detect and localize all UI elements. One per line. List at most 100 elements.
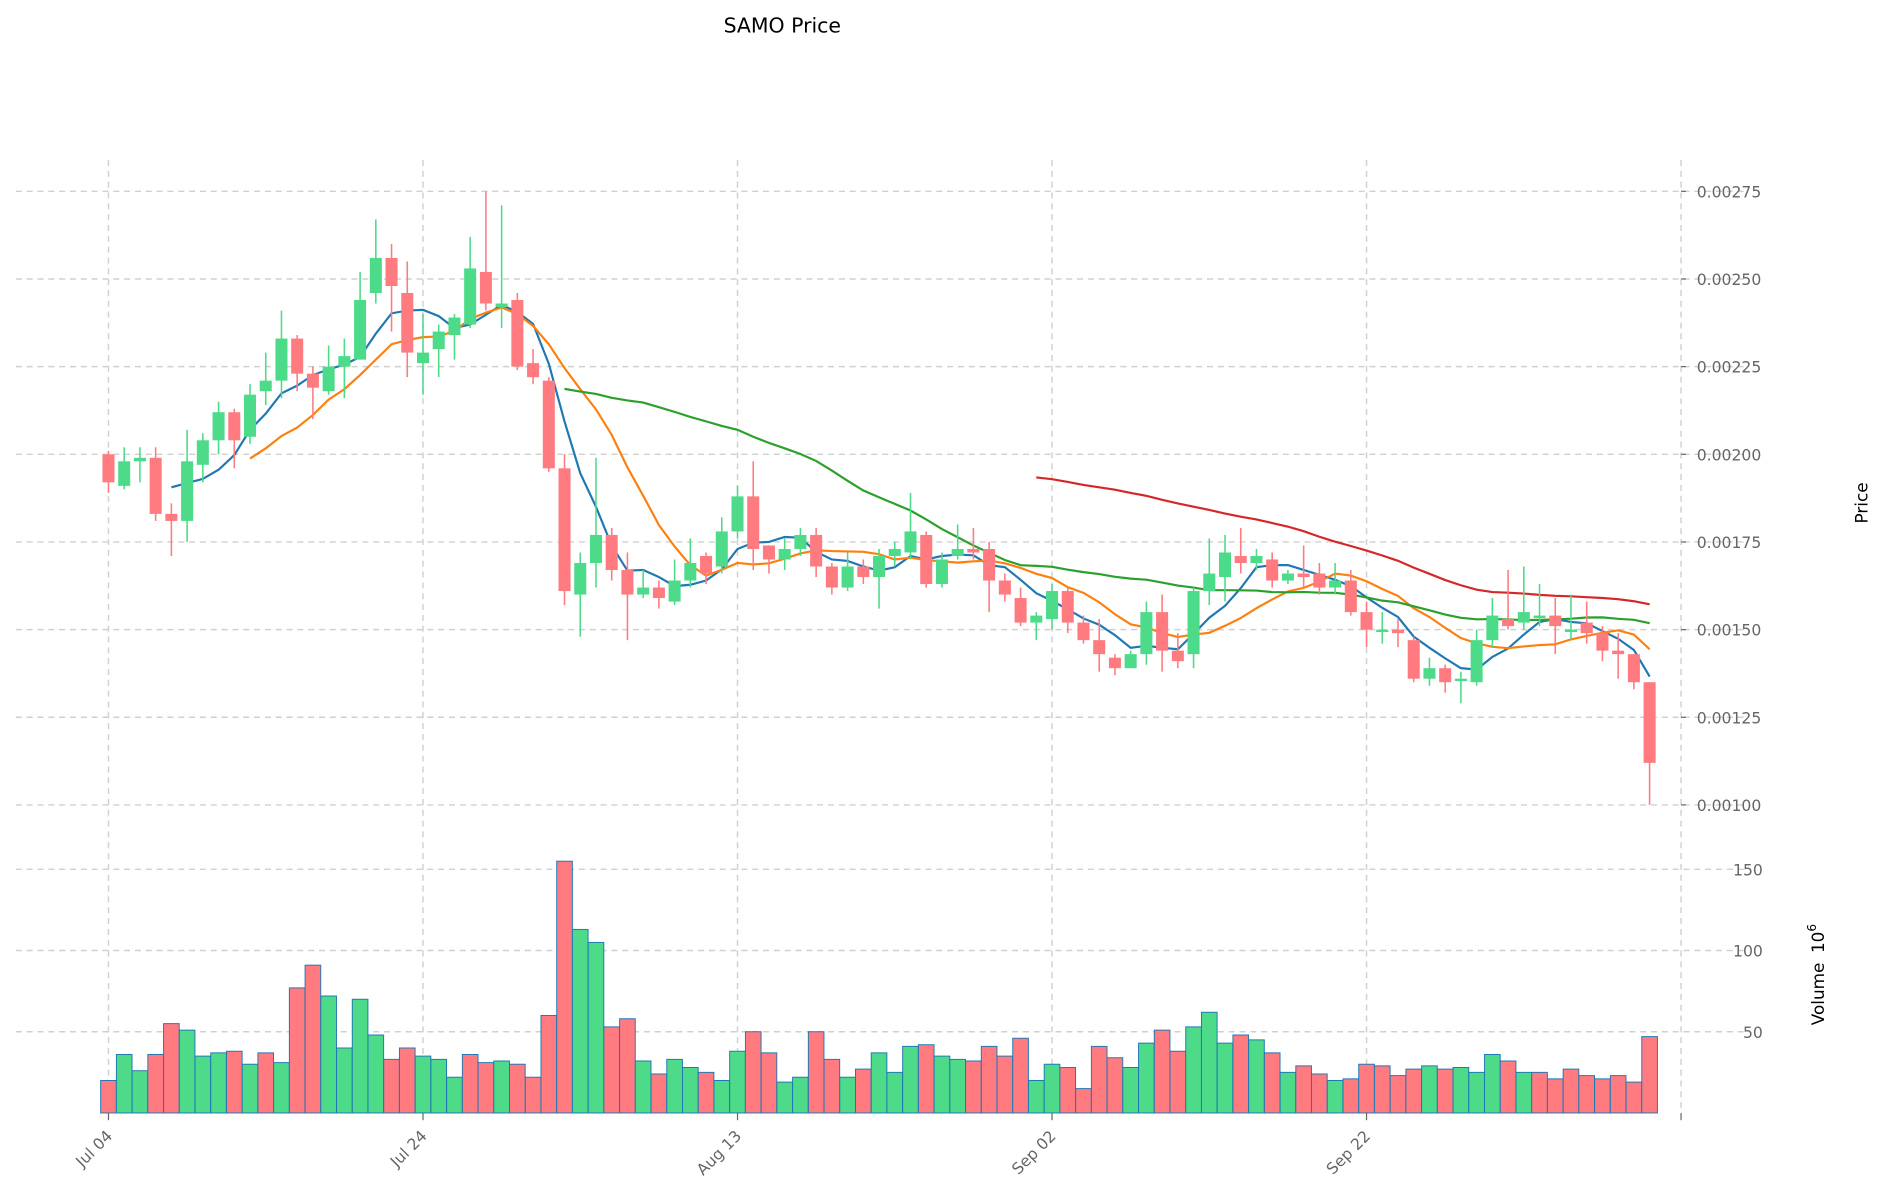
volume-bar (1562, 1068, 1580, 1114)
candle-up (873, 548, 886, 609)
volume-bar (1028, 1079, 1045, 1114)
volume-bar (1436, 1068, 1454, 1114)
candle-body (1517, 612, 1530, 623)
volume-bar (980, 1045, 998, 1114)
candle-up (715, 517, 728, 574)
candle-body (558, 468, 571, 592)
volume-bar (320, 995, 337, 1114)
volume-bar (682, 1067, 699, 1114)
price-axis-label: Price (1852, 482, 1872, 523)
candle-body (338, 356, 351, 367)
candle-body (1360, 612, 1373, 630)
volume-bar (147, 1054, 164, 1114)
volume-bar (729, 1050, 746, 1114)
candle-up (794, 527, 807, 556)
candle-body (1108, 657, 1121, 669)
candle-up (118, 447, 131, 490)
candle-body (778, 548, 791, 560)
candle-body (1234, 555, 1247, 563)
candle-up (1187, 587, 1200, 669)
candle-up (212, 401, 225, 455)
candle-body (1046, 591, 1059, 620)
volume-bar (1578, 1075, 1596, 1114)
volume-bar (807, 1031, 825, 1114)
candle-down (1360, 601, 1373, 648)
candle-down (527, 349, 540, 385)
candle-up (951, 524, 964, 560)
candle-up (684, 538, 697, 588)
volume-bar (886, 1071, 904, 1114)
candle-up (1423, 657, 1436, 686)
candle-up (1517, 566, 1530, 630)
candle-down (511, 292, 524, 371)
candle-up (668, 559, 681, 606)
volume-bar (1138, 1042, 1155, 1114)
candle-up (841, 552, 854, 592)
candle-up (133, 447, 146, 483)
candle-up (432, 324, 445, 378)
price-tick-label: 0.00125 (1697, 708, 1762, 727)
candle-down (1407, 636, 1420, 683)
candle-body (1030, 615, 1043, 623)
candle-down (1266, 552, 1279, 588)
candle-body (731, 496, 744, 532)
candle-body (700, 555, 713, 574)
candle-body (1549, 615, 1562, 627)
candle-down (1612, 633, 1625, 679)
candle-body (1533, 615, 1546, 618)
price-tick-label: 0.00250 (1697, 270, 1762, 289)
candle-down (1643, 682, 1656, 805)
candle-up (243, 384, 257, 444)
volume-bar (1185, 1026, 1202, 1114)
candle-body (1454, 678, 1467, 682)
candle-up (1329, 562, 1342, 595)
volume-bar (634, 1060, 652, 1114)
candle-down (228, 408, 241, 469)
candle-down (306, 366, 319, 420)
candle-up (778, 538, 791, 571)
gridlines (15, 160, 1745, 1113)
candle-body (1344, 580, 1357, 613)
candle-up (448, 314, 461, 360)
volume-bar (1075, 1088, 1092, 1114)
volume-bar (1452, 1067, 1470, 1114)
candle-body (762, 545, 775, 560)
volume-bar (1641, 1036, 1658, 1114)
volume-bar (1090, 1045, 1108, 1114)
candle-up (1250, 548, 1263, 571)
volume-tick-label: 150 (1733, 860, 1763, 879)
candle-body (369, 257, 382, 293)
volume-bar (949, 1058, 966, 1114)
candle-down (1344, 570, 1357, 616)
candle-body (621, 570, 634, 595)
volume-bar (1200, 1011, 1218, 1114)
candle-body (1203, 573, 1216, 592)
candle-down (857, 559, 870, 585)
svg-text:Volume106: Volume 106 (1805, 924, 1828, 1025)
volume-bar (1594, 1078, 1611, 1114)
volume-label-text: Volume (1808, 963, 1828, 1026)
candle-body (951, 548, 964, 556)
candle-body (684, 562, 697, 581)
volume-bar (1012, 1037, 1029, 1114)
candle-body (1612, 650, 1625, 655)
candle-body (998, 580, 1011, 595)
candle-down (983, 541, 996, 613)
candle-body (1313, 573, 1326, 588)
volume-bar (650, 1073, 668, 1114)
candle-down (385, 243, 398, 332)
candle-body (1391, 629, 1405, 634)
volume-bar (760, 1052, 778, 1114)
candle-up (1486, 598, 1499, 648)
candle-body (1014, 598, 1027, 623)
volume-bar (855, 1068, 872, 1114)
candle-down (1391, 619, 1405, 648)
candle-body (605, 534, 618, 571)
candle-down (967, 527, 980, 560)
candle-body (1250, 555, 1263, 563)
candle-up (904, 492, 917, 560)
volume-bar (744, 1031, 762, 1114)
candle-body (857, 566, 870, 578)
date-tick-label: Aug 13 (693, 1126, 746, 1179)
candle-up (1046, 584, 1059, 630)
